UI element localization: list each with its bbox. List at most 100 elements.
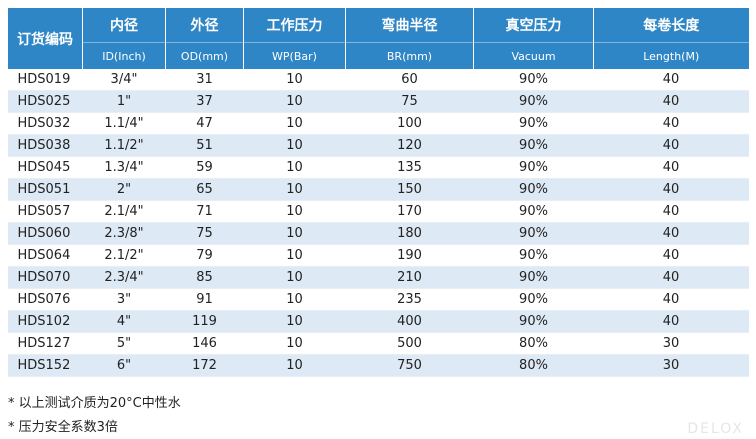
table-cell: HDS019: [7, 69, 83, 91]
table-cell: 40: [593, 156, 749, 179]
table-cell: 119: [165, 310, 244, 333]
table-cell: 85: [165, 266, 244, 289]
header-cell: 真空压力: [473, 8, 594, 43]
table-cell: 90%: [473, 134, 594, 157]
table-cell: 40: [593, 90, 749, 113]
table-row: HDS045 1.3/4" 59 10 135 90% 40: [7, 156, 749, 179]
note: * 以上测试介质为20°C中性水: [8, 396, 181, 411]
table-cell: 6": [82, 354, 166, 377]
table-cell: 90%: [473, 69, 594, 91]
table-row: HDS102 4" 119 10 400 90% 40: [7, 310, 749, 333]
header-cell: Vacuum: [473, 42, 594, 69]
table-cell: 135: [345, 156, 474, 179]
header-row: ID(Inch) OD(mm) WP(Bar) BR(mm) Vacuum Length(…: [8, 42, 749, 69]
table-row: HDS070 2.3/4" 85 10 210 90% 40: [7, 266, 749, 289]
table-cell: 10: [243, 112, 346, 135]
table-cell: 59: [165, 156, 244, 179]
table-row: HDS057 2.1/4" 71 10 170 90% 40: [7, 200, 749, 223]
table-cell: 4": [82, 310, 166, 333]
table-cell: 47: [165, 112, 244, 135]
table-cell: 90%: [473, 288, 594, 311]
table-cell: 90%: [473, 112, 594, 135]
table-cell: 3/4": [82, 69, 166, 91]
table-cell: 80%: [473, 332, 594, 355]
table-cell: 400: [345, 310, 474, 333]
table-cell: 40: [593, 112, 749, 135]
table-cell: 1": [82, 90, 166, 113]
table-cell: HDS070: [7, 266, 83, 289]
table-cell: 120: [345, 134, 474, 157]
table-cell: 90%: [473, 222, 594, 245]
table-cell: 150: [345, 178, 474, 201]
table-cell: 65: [165, 178, 244, 201]
table-cell: 90%: [473, 90, 594, 113]
header-row: 订货编码 内径 外径 工作压力 弯曲半径 真空压力 每卷长度: [7, 8, 749, 69]
table-cell: HDS076: [7, 288, 83, 311]
header-cell: 每卷长度: [593, 8, 749, 43]
table-cell: HDS032: [7, 112, 83, 135]
table-cell: 31: [165, 69, 244, 91]
table-cell: 235: [345, 288, 474, 311]
table-cell: HDS038: [7, 134, 83, 157]
table-cell: 10: [243, 90, 346, 113]
table-cell: 90%: [473, 310, 594, 333]
table-row: HDS127 5" 146 10 500 80% 30: [7, 332, 749, 355]
table-cell: 40: [593, 310, 749, 333]
table-row: HDS038 1.1/2" 51 10 120 90% 40: [7, 134, 749, 157]
table-header: 订货编码 内径 外径 工作压力 弯曲半径 真空压力 每卷长度 ID(Inch) OD(mm) WP…: [7, 8, 749, 69]
table-cell: 40: [593, 244, 749, 267]
table-cell: 71: [165, 200, 244, 223]
table-cell: HDS051: [7, 178, 83, 201]
table-cell: 80%: [473, 354, 594, 377]
table-cell: 1.3/4": [82, 156, 166, 179]
header-cell: Length(M): [593, 42, 749, 69]
table-cell: 180: [345, 222, 474, 245]
header-cell: OD(mm): [165, 42, 244, 69]
table-row: HDS019 3/4" 31 10 60 90% 40: [7, 69, 749, 91]
table-cell: 10: [243, 354, 346, 377]
table-cell: 51: [165, 134, 244, 157]
table-cell: 40: [593, 69, 749, 91]
table-cell: 10: [243, 310, 346, 333]
table-cell: 190: [345, 244, 474, 267]
note: * 压力安全系数3倍: [8, 420, 118, 435]
table-cell: 40: [593, 288, 749, 311]
table-cell: 91: [165, 288, 244, 311]
table-cell: 75: [345, 90, 474, 113]
table-row: HDS152 6" 172 10 750 80% 30: [7, 354, 749, 377]
table-cell: 750: [345, 354, 474, 377]
table-row: HDS025 1" 37 10 75 90% 40: [7, 90, 749, 113]
table-cell: 3": [82, 288, 166, 311]
table-cell: 30: [593, 354, 749, 377]
table-cell: 60: [345, 69, 474, 91]
table-cell: 1.1/4": [82, 112, 166, 135]
table-cell: 10: [243, 244, 346, 267]
watermark: DELOX: [687, 421, 744, 437]
table-cell: HDS057: [7, 200, 83, 223]
table-cell: 90%: [473, 266, 594, 289]
table-cell: 90%: [473, 178, 594, 201]
table-cell: 2.3/8": [82, 222, 166, 245]
header-cell: BR(mm): [345, 42, 474, 69]
table-cell: 10: [243, 266, 346, 289]
table-row: HDS064 2.1/2" 79 10 190 90% 40: [7, 244, 749, 267]
header-cell: 订货编码: [7, 8, 83, 69]
table-cell: 172: [165, 354, 244, 377]
table-cell: 2.1/4": [82, 200, 166, 223]
table-cell: 10: [243, 178, 346, 201]
table-cell: 10: [243, 332, 346, 355]
table-cell: HDS045: [7, 156, 83, 179]
table-cell: 40: [593, 222, 749, 245]
table-cell: 90%: [473, 244, 594, 267]
table-cell: HDS025: [7, 90, 83, 113]
table-cell: 10: [243, 222, 346, 245]
table-cell: 500: [345, 332, 474, 355]
table-cell: 37: [165, 90, 244, 113]
spec-table: 订货编码 内径 外径 工作压力 弯曲半径 真空压力 每卷长度 ID(Inch) OD(mm) WP…: [7, 8, 749, 377]
header-cell: 弯曲半径: [345, 8, 474, 43]
table-cell: 10: [243, 134, 346, 157]
table-body: HDS019 3/4" 31 10 60 90% 40 HDS025 1" 37 10 75 90% 40…: [7, 69, 749, 377]
table-cell: HDS064: [7, 244, 83, 267]
table-cell: 10: [243, 69, 346, 91]
